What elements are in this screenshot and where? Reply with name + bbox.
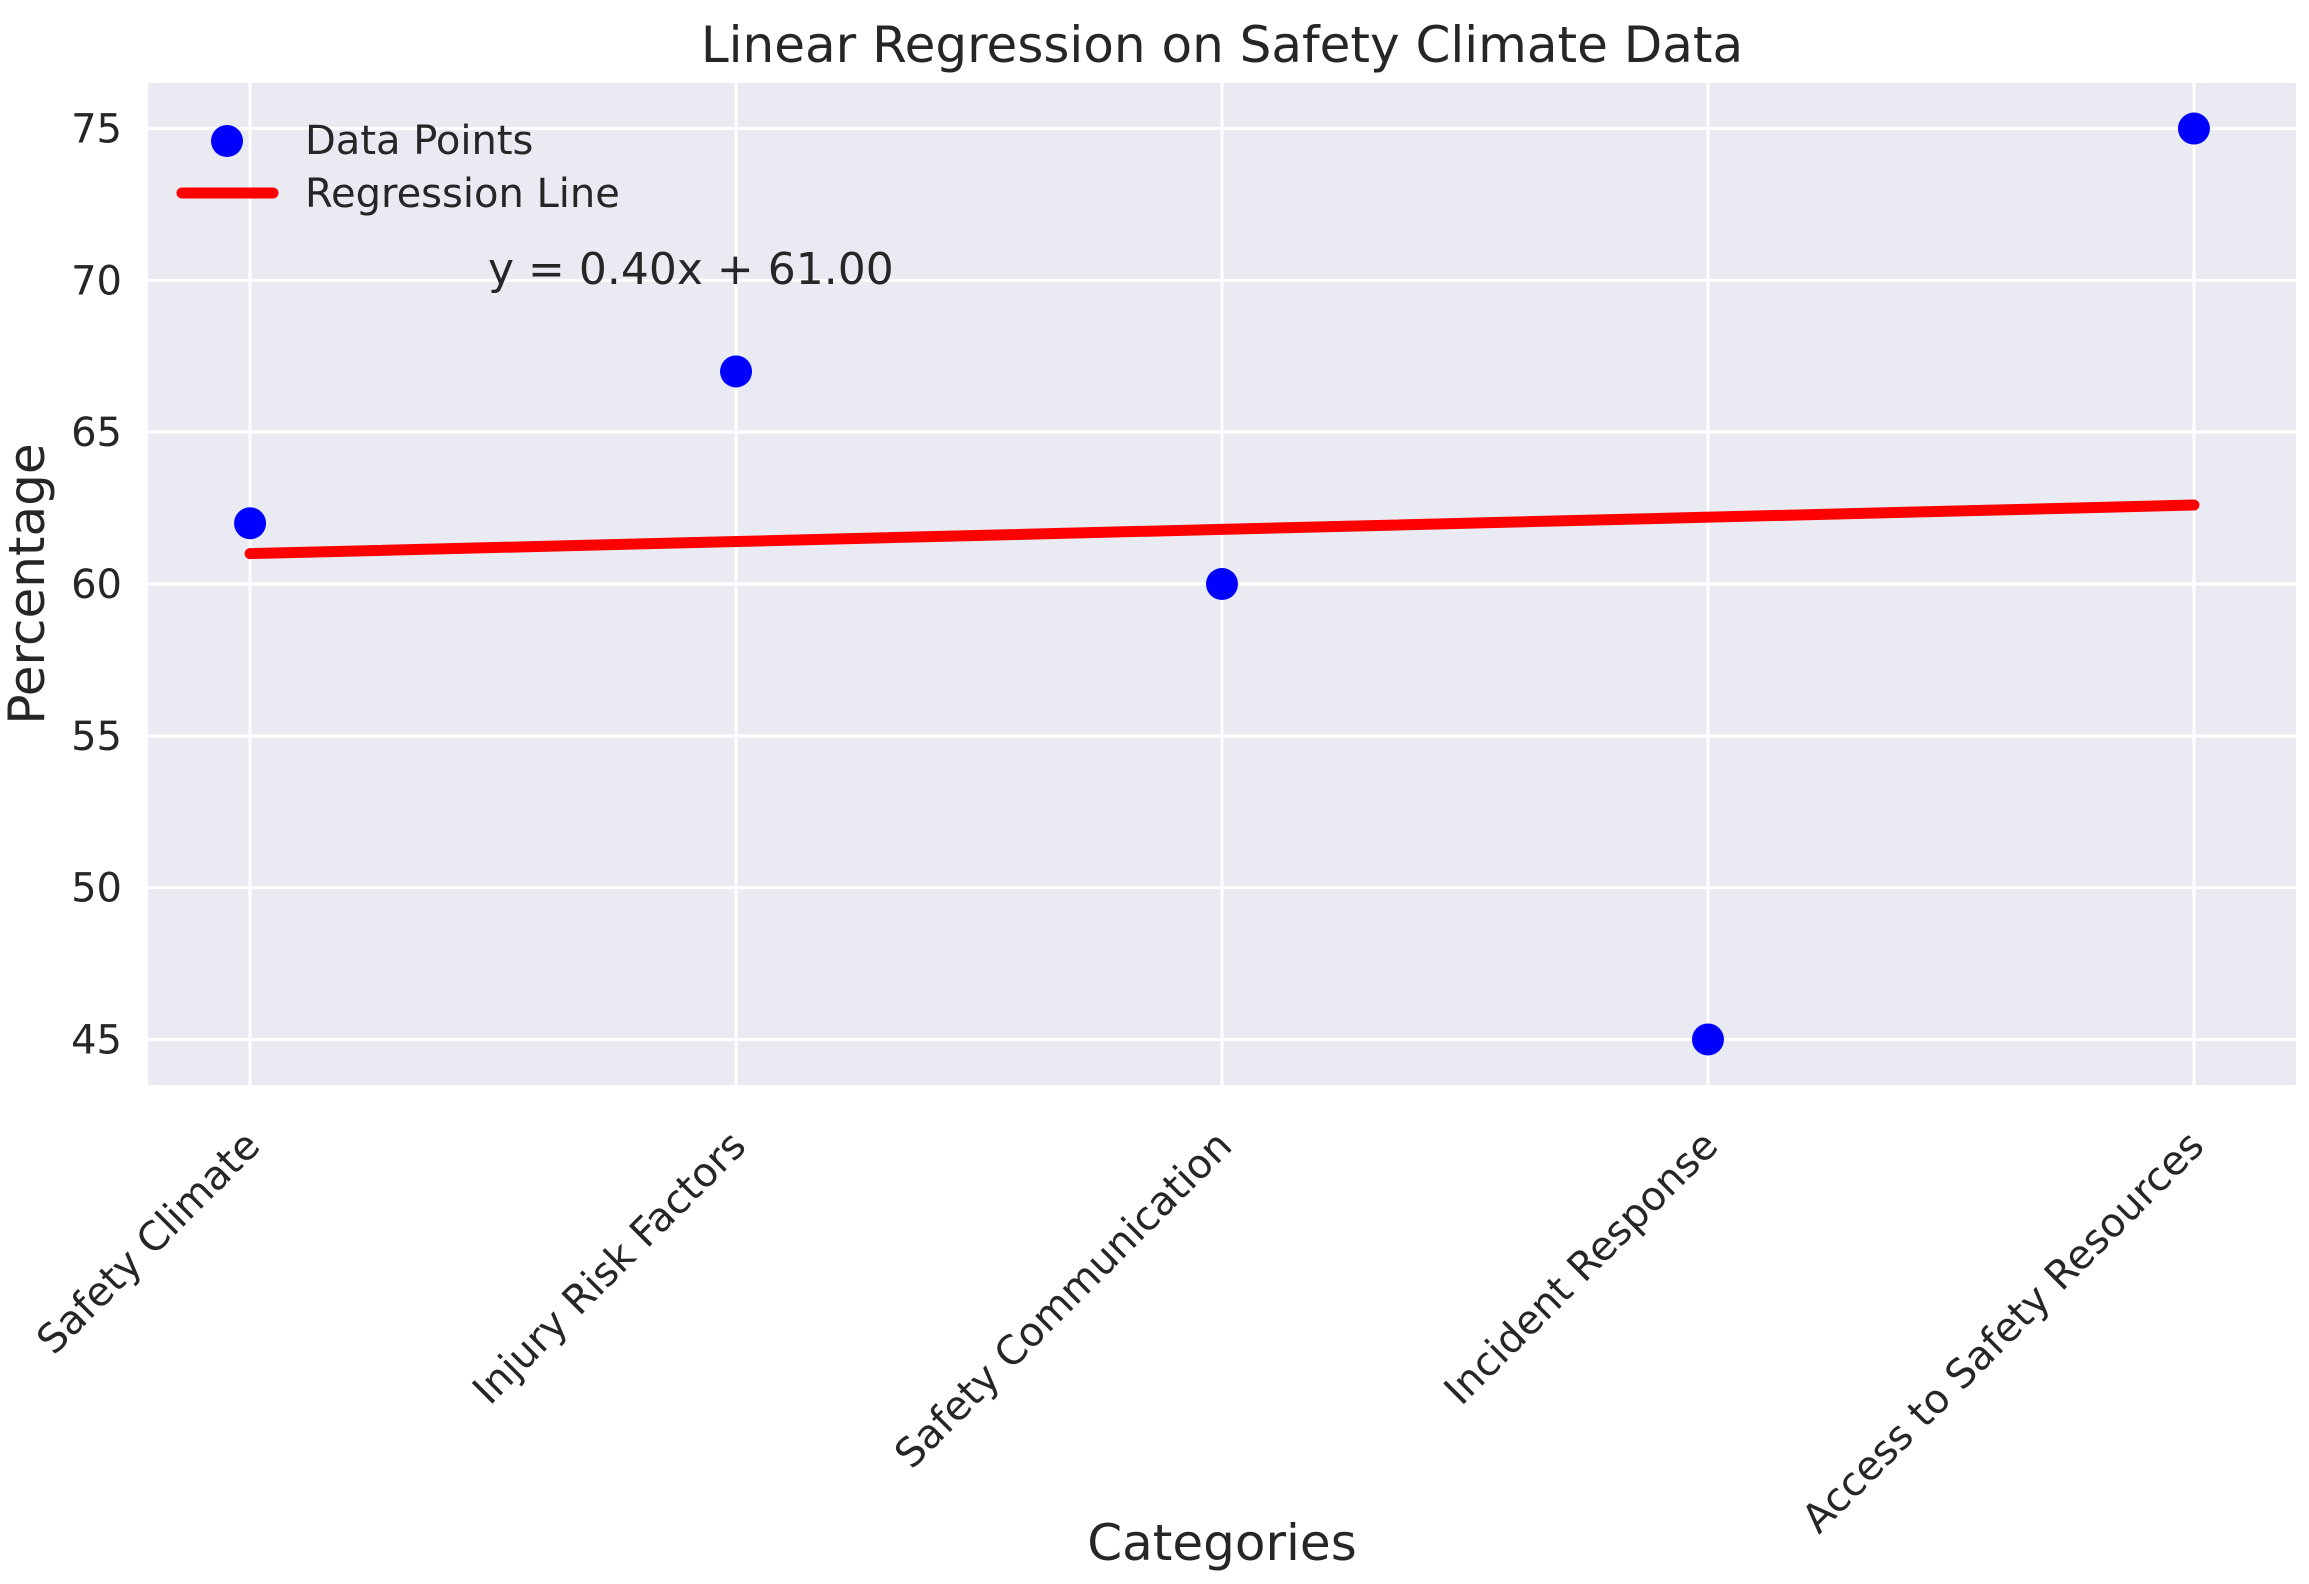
y-tick-label: 70: [71, 258, 122, 304]
legend-label-regression-line: Regression Line: [305, 171, 620, 217]
y-tick-label: 45: [71, 1017, 122, 1063]
x-tick-labels: Safety Climate Injury Risk Factors Safety …: [28, 1123, 2213, 1543]
x-tick-label: Incident Response: [1436, 1123, 1727, 1414]
data-point-4: [2177, 112, 2210, 145]
y-tick-labels: 45 50 55 60 65 70 75: [71, 107, 122, 1064]
y-axis-label: Percentage: [0, 443, 56, 724]
y-tick-label: 75: [71, 107, 122, 153]
data-points-group: [234, 112, 2210, 1056]
y-tick-label: 55: [71, 714, 122, 760]
legend-label-data-points: Data Points: [305, 118, 533, 164]
equation-annotation: y = 0.40x + 61.00: [488, 244, 894, 295]
data-point-0: [234, 507, 267, 540]
legend-data-point-icon: [211, 125, 243, 157]
x-tick-label: Injury Risk Factors: [464, 1123, 755, 1414]
chart-title: Linear Regression on Safety Climate Data: [701, 16, 1743, 74]
data-point-2: [1206, 568, 1238, 600]
x-axis-label: Categories: [1087, 1514, 1357, 1572]
data-point-1: [720, 355, 753, 388]
x-tick-label: Safety Communication: [886, 1123, 1241, 1478]
regression-line: [244, 499, 2200, 560]
y-tick-label: 65: [71, 410, 122, 456]
data-point-3: [1691, 1023, 1724, 1056]
y-tick-label: 60: [71, 562, 122, 608]
y-tick-label: 50: [71, 866, 122, 912]
x-tick-label: Safety Climate: [28, 1123, 269, 1364]
legend: Data Points Regression Line: [176, 118, 620, 217]
x-tick-label: Access to Safety Resources: [1793, 1123, 2213, 1543]
